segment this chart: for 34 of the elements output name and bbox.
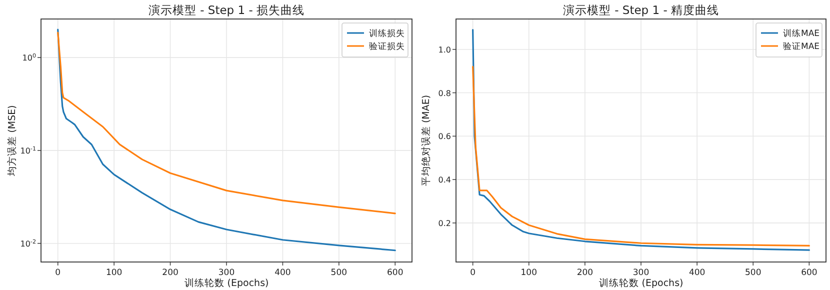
y-tick-label: 0.2 (438, 218, 451, 228)
legend-label: 验证MAE (783, 41, 820, 52)
y-tick-label: 0.6 (438, 132, 451, 142)
y-tick-label: 0.8 (438, 88, 451, 98)
y-axis-title: 均方误差 (MSE) (6, 105, 18, 177)
x-tick-label: 500 (330, 268, 348, 278)
line-series (472, 66, 810, 247)
x-axis-title: 训练轮数 (Epochs) (184, 277, 269, 289)
x-tick-label: 300 (218, 268, 235, 278)
x-axis-title: 训练轮数 (Epochs) (598, 277, 684, 289)
y-tick-label: 10$^{0}$ (22, 52, 36, 63)
legend-label: 训练MAE (783, 28, 820, 39)
x-tick-label: 200 (576, 268, 594, 278)
y-tick-label: 0.4 (438, 176, 451, 185)
legend-label: 训练损失 (369, 28, 405, 39)
line-series (57, 28, 396, 252)
legend-label: 验证损失 (369, 41, 405, 52)
x-tick-label: 0 (470, 268, 476, 278)
x-tick-label: 500 (745, 268, 762, 278)
y-tick-label: 10$^{-2}$ (20, 238, 36, 248)
x-tick-label: 100 (520, 268, 537, 278)
x-tick-label: 200 (162, 268, 178, 278)
y-axis-title: 平均绝对误差 (MAE) (420, 94, 432, 186)
x-tick-label: 600 (387, 268, 404, 278)
x-tick-label: 0 (55, 268, 61, 278)
x-tick-label: 100 (106, 268, 122, 278)
y-tick-label: 1.0 (438, 45, 451, 54)
x-tick-label: 600 (801, 268, 818, 278)
chart-title: 演示模型 - Step 1 - 精度曲线 (562, 3, 720, 17)
y-tick-label: 10$^{-1}$ (20, 145, 36, 156)
x-tick-label: 400 (688, 268, 706, 278)
x-tick-label: 300 (632, 268, 650, 278)
x-tick-label: 400 (274, 268, 291, 278)
chart-title: 演示模型 - Step 1 - 损失曲线 (148, 3, 305, 17)
